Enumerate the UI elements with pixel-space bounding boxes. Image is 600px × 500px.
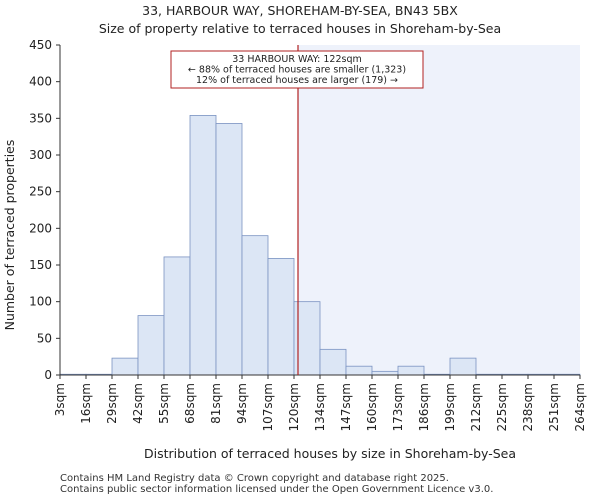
footer-line-1: Contains HM Land Registry data © Crown c… <box>60 473 449 484</box>
title-block: 33, HARBOUR WAY, SHOREHAM-BY-SEA, BN43 5… <box>0 2 600 38</box>
histogram-bar <box>163 256 191 376</box>
x-tick-label: 199sqm <box>443 383 457 431</box>
x-tick-label: 160sqm <box>365 383 379 431</box>
y-tick-label: 100 <box>29 295 52 309</box>
axes-layer: 0 50 100 150 200 250 300 350 400 450 3sqm 16sqm 29sq… <box>2 38 587 461</box>
y-tick-label: 150 <box>29 258 52 272</box>
x-tick-label: 251sqm <box>547 383 561 431</box>
annotation-line: 33 HARBOUR WAY: 122sqm <box>232 54 362 65</box>
x-axis-title: Distribution of terraced houses by size … <box>144 446 516 461</box>
histogram-bar <box>189 115 217 376</box>
histogram-bar <box>241 235 269 376</box>
histogram-bar <box>137 315 165 376</box>
annotation-line: ← 88% of terraced houses are smaller (1,… <box>188 65 406 76</box>
larger-region-layer <box>298 45 580 375</box>
x-tick-label: 238sqm <box>521 383 535 431</box>
x-tick-label: 29sqm <box>105 383 119 424</box>
marker-layer: 33 HARBOUR WAY: 122sqm← 88% of terraced … <box>170 45 424 375</box>
x-tick-label: 120sqm <box>287 383 301 431</box>
x-tick-label: 3sqm <box>53 383 67 416</box>
chart-title: 33, HARBOUR WAY, SHOREHAM-BY-SEA, BN43 5… <box>142 3 458 18</box>
x-tick-label: 42sqm <box>131 383 145 424</box>
x-tick-label: 225sqm <box>495 383 509 431</box>
x-tick-label: 55sqm <box>157 383 171 424</box>
histogram-bar <box>345 365 373 376</box>
bars-layer <box>59 115 581 376</box>
x-tick-label: 16sqm <box>79 383 93 424</box>
y-tick-label: 50 <box>37 331 52 345</box>
x-tick-label: 94sqm <box>235 383 249 424</box>
y-tick-label: 250 <box>29 185 52 199</box>
histogram-bar <box>371 370 399 376</box>
x-tick-label: 173sqm <box>391 383 405 431</box>
footer-line-2: Contains public sector information licen… <box>60 484 494 495</box>
y-tick-label: 350 <box>29 111 52 125</box>
x-tick-label: 264sqm <box>573 383 587 431</box>
histogram-bar <box>267 257 295 376</box>
histogram-bar <box>215 123 243 376</box>
x-tick-label: 186sqm <box>417 383 431 431</box>
y-tick-label: 0 <box>44 368 52 382</box>
y-tick-label: 200 <box>29 221 52 235</box>
y-tick-label: 300 <box>29 148 52 162</box>
x-tick-label: 134sqm <box>313 383 327 431</box>
x-tick-label: 147sqm <box>339 383 353 431</box>
histogram-bar <box>449 357 477 376</box>
x-tick-label: 212sqm <box>469 383 483 431</box>
y-axis-title: Number of terraced properties <box>2 140 17 331</box>
histogram-bar <box>319 348 347 376</box>
y-tick-label: 450 <box>29 38 52 52</box>
annotation-line: 12% of terraced houses are larger (179) … <box>196 75 398 86</box>
annotation-box <box>170 50 424 89</box>
histogram-bar <box>397 365 425 376</box>
x-tick-label: 81sqm <box>209 383 223 424</box>
footer: Contains HM Land Registry data © Crown c… <box>60 473 493 495</box>
x-tick-label: 68sqm <box>183 383 197 424</box>
y-tick-label: 400 <box>29 75 52 89</box>
larger-region-shade <box>298 45 580 375</box>
histogram-bar <box>111 357 139 376</box>
x-tick-label: 107sqm <box>261 383 275 431</box>
chart-subtitle: Size of property relative to terraced ho… <box>98 21 502 36</box>
